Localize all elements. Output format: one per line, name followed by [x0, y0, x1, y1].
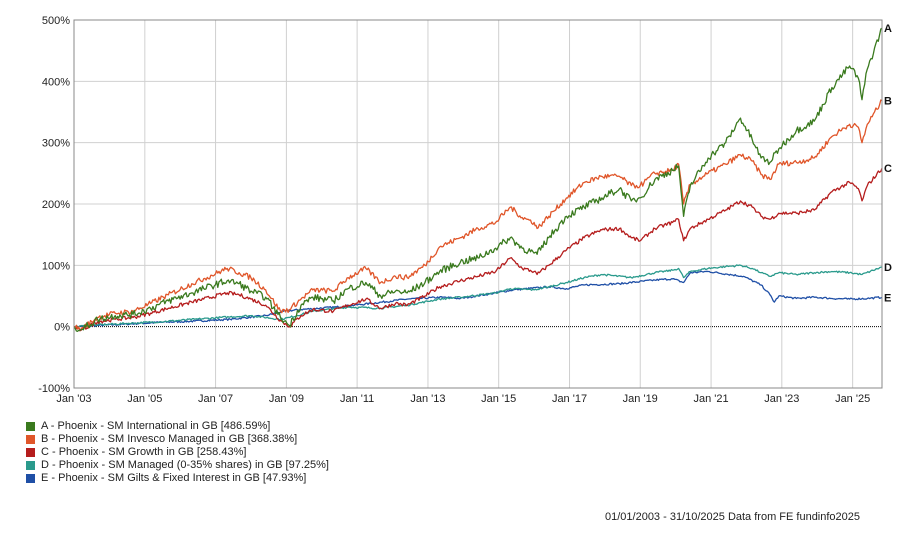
- end-label-d: D: [884, 262, 892, 274]
- x-tick-label: Jan '25: [835, 393, 870, 405]
- legend-label-b: B - Phoenix - SM Invesco Managed in GB […: [41, 433, 298, 445]
- legend-item-d: D - Phoenix - SM Managed (0-35% shares) …: [26, 459, 329, 472]
- x-tick-label: Jan '17: [552, 393, 587, 405]
- end-label-c: C: [884, 163, 892, 175]
- legend-swatch-a: [26, 422, 35, 431]
- legend-item-b: B - Phoenix - SM Invesco Managed in GB […: [26, 433, 329, 446]
- series-line-a: [73, 27, 883, 332]
- series-line-d: [73, 264, 883, 329]
- y-tick-label: 500%: [42, 15, 70, 27]
- legend-swatch-e: [26, 474, 35, 483]
- x-tick-label: Jan '05: [127, 393, 162, 405]
- legend: A - Phoenix - SM International in GB [48…: [26, 420, 329, 485]
- y-tick-label: 300%: [42, 138, 70, 150]
- x-tick-label: Jan '15: [481, 393, 516, 405]
- x-tick-label: Jan '07: [198, 393, 233, 405]
- plot-area-frame: [73, 19, 883, 389]
- end-label-a: A: [884, 23, 892, 35]
- y-axis-tick-labels: 500% 400% 300% 200% 100% 0% -100%: [38, 15, 70, 395]
- data-source-footer: 01/01/2003 - 31/10/2025 Data from FE fun…: [605, 511, 861, 523]
- series-end-labels: E D C B A: [884, 23, 892, 304]
- legend-swatch-d: [26, 461, 35, 470]
- series-line-b: [73, 99, 883, 331]
- legend-item-e: E - Phoenix - SM Gilts & Fixed Interest …: [26, 472, 329, 485]
- x-tick-label: Jan '23: [764, 393, 799, 405]
- legend-label-a: A - Phoenix - SM International in GB [48…: [41, 420, 271, 432]
- x-tick-label: Jan '09: [269, 393, 304, 405]
- x-tick-label: Jan '03: [56, 393, 91, 405]
- x-tick-label: Jan '21: [694, 393, 729, 405]
- legend-swatch-c: [26, 448, 35, 457]
- series-lines: [73, 27, 883, 332]
- series-line-c: [73, 167, 883, 332]
- y-tick-label: -100%: [38, 383, 70, 395]
- legend-label-d: D - Phoenix - SM Managed (0-35% shares) …: [41, 459, 329, 471]
- x-tick-label: Jan '11: [340, 393, 374, 405]
- line-chart: 500%400%300%200%100%0%-100% Jan '03 Jan '…: [38, 15, 892, 405]
- legend-item-c: C - Phoenix - SM Growth in GB [258.43%]: [26, 446, 329, 459]
- series-line-e: [73, 270, 883, 329]
- legend-swatch-b: [26, 435, 35, 444]
- x-tick-label: Jan '13: [410, 393, 445, 405]
- y-tick-label: 200%: [42, 199, 70, 211]
- legend-label-c: C - Phoenix - SM Growth in GB [258.43%]: [41, 446, 247, 458]
- x-axis-tick-labels: Jan '03 Jan '05 Jan '07 Jan '09 Jan '11 Jan '…: [56, 393, 870, 405]
- y-tick-label: 100%: [42, 260, 70, 272]
- end-label-e: E: [884, 292, 891, 304]
- y-tick-label: 400%: [42, 76, 70, 88]
- end-label-b: B: [884, 96, 892, 108]
- gridlines: [73, 19, 882, 389]
- x-tick-label: Jan '19: [623, 393, 658, 405]
- legend-item-a: A - Phoenix - SM International in GB [48…: [26, 420, 329, 433]
- legend-label-e: E - Phoenix - SM Gilts & Fixed Interest …: [41, 472, 307, 484]
- y-tick-label: 0%: [54, 322, 70, 334]
